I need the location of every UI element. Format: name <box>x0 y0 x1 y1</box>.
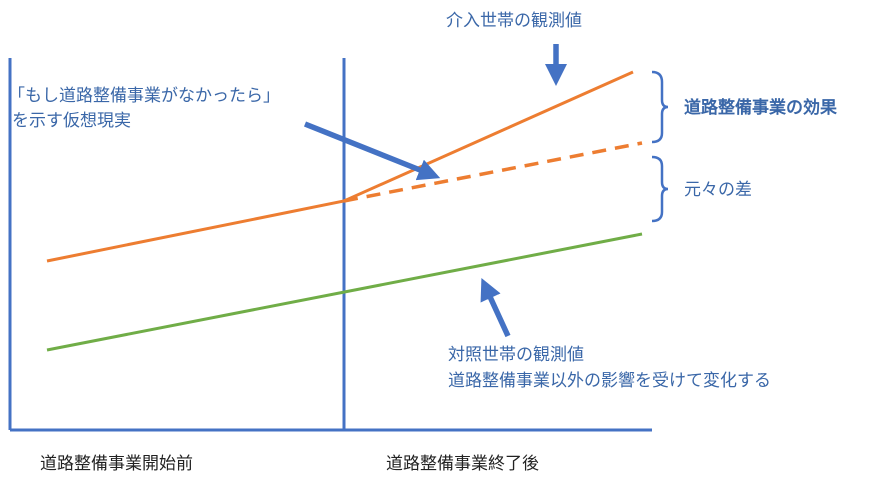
control-line <box>46 232 643 352</box>
intervention-observed-label: 介入世帯の観測値 <box>446 11 582 31</box>
period-after-label: 道路整備事業終了後 <box>386 454 539 474</box>
bracket-right-icon <box>651 70 669 144</box>
original-difference-label: 元々の差 <box>684 180 752 200</box>
period-before-label: 道路整備事業開始前 <box>40 454 193 474</box>
bracket-right-icon <box>651 155 669 223</box>
counterfactual-label-line1: 「もし道路整備事業がなかったら」 <box>8 86 280 106</box>
arrow-diagonal-icon <box>303 121 441 181</box>
counterfactual-line <box>343 141 643 203</box>
counterfactual-label-line2: を示す仮想現実 <box>12 111 131 131</box>
effect-label: 道路整備事業の効果 <box>684 97 837 118</box>
arrow-up-icon <box>480 278 511 338</box>
control-observed-label: 対照世帯の観測値 <box>448 345 584 365</box>
control-description-label: 道路整備事業以外の影響を受けて変化する <box>448 371 771 391</box>
